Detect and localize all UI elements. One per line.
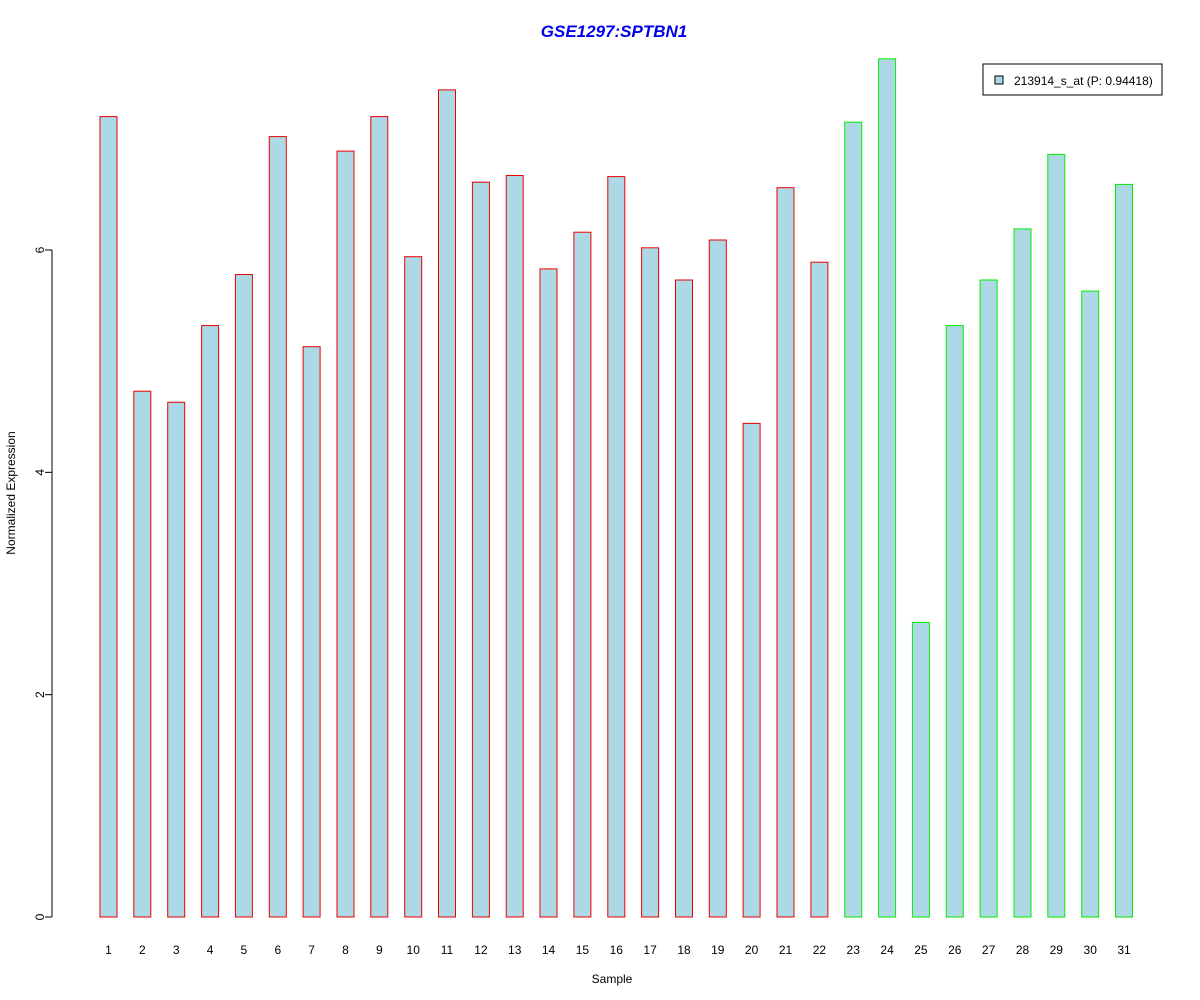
x-tick-label: 19 xyxy=(711,943,725,957)
bar-sample-26 xyxy=(945,325,964,918)
x-tick-label: 8 xyxy=(342,943,349,957)
x-tick-label: 21 xyxy=(779,943,793,957)
x-tick-label: 5 xyxy=(241,943,248,957)
x-tick-label: 30 xyxy=(1084,943,1098,957)
bar-sample-28 xyxy=(1013,228,1032,918)
x-tick-label: 7 xyxy=(308,943,315,957)
x-tick-label: 1 xyxy=(105,943,112,957)
x-tick-label: 27 xyxy=(982,943,996,957)
bar-sample-23 xyxy=(844,121,863,918)
x-tick-label: 12 xyxy=(474,943,488,957)
x-tick-label: 24 xyxy=(880,943,894,957)
legend-swatch xyxy=(994,75,1004,85)
bar-sample-10 xyxy=(404,256,423,918)
x-tick-label: 14 xyxy=(542,943,556,957)
bar-sample-22 xyxy=(810,261,829,918)
x-tick-label: 11 xyxy=(441,943,454,957)
x-tick-label: 15 xyxy=(576,943,590,957)
bar-sample-8 xyxy=(336,150,355,918)
y-tick-label: 4 xyxy=(33,469,47,476)
x-tick-label: 10 xyxy=(407,943,421,957)
y-axis-title: Normalized Expression xyxy=(4,431,18,554)
bar-sample-25 xyxy=(911,621,930,918)
bar-sample-21 xyxy=(776,187,795,918)
x-tick-label: 6 xyxy=(274,943,281,957)
x-tick-label: 4 xyxy=(207,943,214,957)
bar-sample-27 xyxy=(979,279,998,918)
bar-sample-19 xyxy=(708,239,727,918)
bars-group xyxy=(99,58,1133,918)
bar-sample-17 xyxy=(641,247,660,918)
bar-sample-2 xyxy=(133,390,152,918)
bar-sample-11 xyxy=(438,89,456,918)
bar-sample-7 xyxy=(302,346,321,918)
x-tick-label: 17 xyxy=(643,943,657,957)
bar-sample-31 xyxy=(1115,183,1133,918)
bar-sample-1 xyxy=(99,116,118,918)
bar-sample-20 xyxy=(742,422,761,918)
x-tick-label: 31 xyxy=(1117,943,1131,957)
x-tick-label: 18 xyxy=(677,943,691,957)
x-tick-label: 20 xyxy=(745,943,759,957)
x-tick-label: 23 xyxy=(847,943,861,957)
bar-sample-30 xyxy=(1081,290,1100,918)
bar-sample-6 xyxy=(268,136,287,918)
legend-label: 213914_s_at (P: 0.94418) xyxy=(1014,74,1153,88)
bar-sample-3 xyxy=(167,401,186,918)
bar-sample-18 xyxy=(675,279,693,918)
y-tick-label: 2 xyxy=(33,691,47,698)
x-tick-label: 13 xyxy=(508,943,522,957)
legend: 213914_s_at (P: 0.94418) xyxy=(982,63,1163,96)
x-tick-label: 2 xyxy=(139,943,146,957)
x-tick-labels: 1 2 3 4 5 6 7 8 9 10 11 12 13 14 15 16 17 18 19 20 21 22 23 24 2… xyxy=(105,943,1131,957)
bar-sample-29 xyxy=(1047,153,1066,918)
bar-sample-12 xyxy=(471,181,490,918)
bar-sample-4 xyxy=(201,325,220,918)
bar-sample-16 xyxy=(607,176,626,918)
x-tick-label: 29 xyxy=(1050,943,1064,957)
y-tick-label: 0 xyxy=(33,913,47,920)
bar-sample-9 xyxy=(370,116,389,918)
bar-sample-5 xyxy=(234,274,253,918)
legend-box xyxy=(982,63,1163,96)
chart-title: GSE1297:SPTBN1 xyxy=(541,22,687,41)
bar-sample-15 xyxy=(573,231,592,918)
y-tick-label: 6 xyxy=(33,246,47,253)
x-tick-label: 28 xyxy=(1016,943,1030,957)
x-tick-label: 25 xyxy=(914,943,928,957)
x-tick-label: 3 xyxy=(173,943,180,957)
bar-sample-13 xyxy=(505,175,524,918)
bar-sample-14 xyxy=(539,268,558,918)
x-tick-label: 9 xyxy=(376,943,383,957)
x-axis-title: Sample xyxy=(592,972,633,986)
x-tick-label: 16 xyxy=(610,943,624,957)
y-axis: 0 2 4 6 xyxy=(33,246,53,920)
x-tick-label: 26 xyxy=(948,943,962,957)
x-tick-label: 22 xyxy=(813,943,827,957)
bar-sample-24 xyxy=(878,58,897,918)
